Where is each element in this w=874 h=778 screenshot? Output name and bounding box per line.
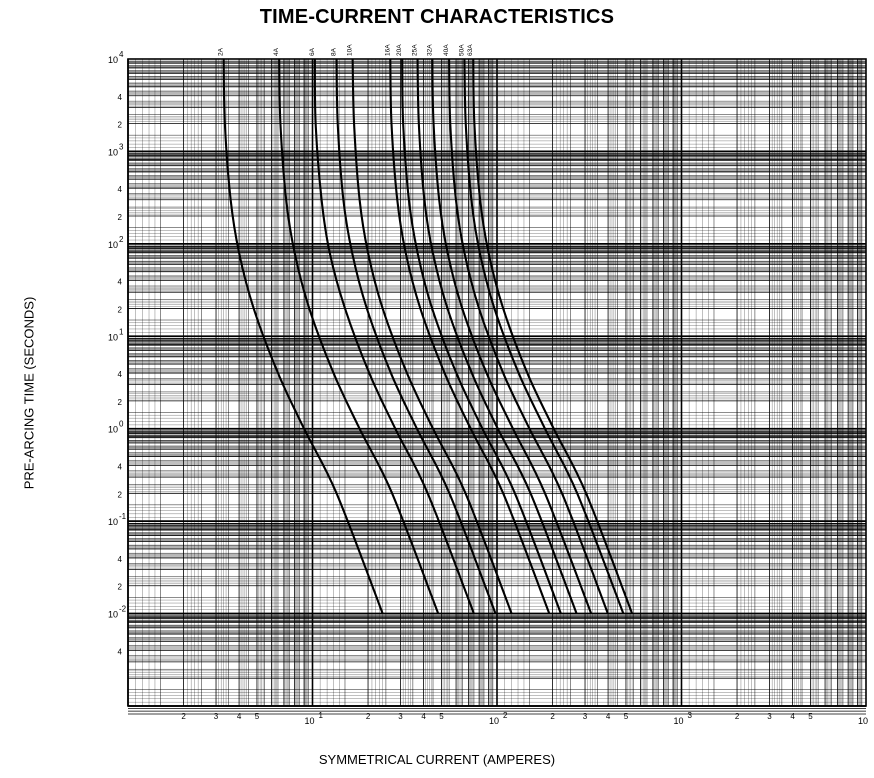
x-tick-label: 10: [304, 716, 314, 726]
y-tick-label: 4: [118, 278, 123, 287]
curve-6a: [313, 58, 475, 614]
y-tick-label: 4: [118, 647, 123, 656]
y-tick-exponent: 2: [119, 235, 124, 244]
curves: [222, 58, 634, 614]
x-tick-label: 2: [550, 712, 555, 721]
curve-label-25a: 25A: [412, 44, 419, 56]
x-tick-label: 2: [366, 712, 371, 721]
y-tick-label: 4: [118, 93, 123, 102]
x-tick-label: 4: [790, 712, 795, 721]
curve-label-20a: 20A: [396, 44, 403, 56]
x-axis-label: SYMMETRICAL CURRENT (AMPERES): [318, 752, 556, 767]
y-tick-exponent: -1: [119, 512, 127, 521]
curve-4a: [278, 58, 440, 614]
y-tick-label: 2: [118, 583, 123, 592]
x-tick-label: 10: [489, 716, 499, 726]
x-tick-exponent: 2: [503, 711, 508, 720]
curve-16a: [389, 58, 551, 614]
curve-10a: [351, 58, 513, 614]
x-tick-label: 5: [624, 712, 629, 721]
y-tick-exponent: 0: [119, 420, 124, 429]
y-tick-label: 2: [118, 121, 123, 130]
curve-label-16a: 16A: [384, 44, 391, 56]
curve-label-6a: 6A: [309, 47, 316, 56]
x-tick-label: 2: [181, 712, 186, 721]
y-tick-label: 10: [108, 517, 118, 527]
y-tick-label: 2: [118, 398, 123, 407]
curve-label-50a: 50A: [458, 44, 465, 56]
curve-63a: [472, 58, 634, 614]
y-tick-exponent: 4: [119, 50, 124, 59]
x-tick-label: 4: [237, 712, 242, 721]
curve-label-40a: 40A: [443, 44, 450, 56]
y-tick-label: 2: [118, 490, 123, 499]
x-tick-label: 2: [735, 712, 740, 721]
y-tick-exponent: 1: [119, 327, 124, 336]
y-tick-label: 4: [118, 370, 123, 379]
curve-label-63a: 63A: [467, 44, 474, 56]
x-tick-label: 3: [214, 712, 219, 721]
x-tick-label: 3: [767, 712, 772, 721]
y-tick-label: 10: [108, 147, 118, 157]
y-tick-label: 4: [118, 462, 123, 471]
y-tick-label: 4: [118, 185, 123, 194]
y-tick-label: 10: [108, 55, 118, 65]
curve-label-8a: 8A: [331, 47, 338, 56]
curve-label-4a: 4A: [273, 47, 280, 56]
curve-2a: [222, 58, 384, 614]
x-tick-label: 4: [606, 712, 611, 721]
plot-frame: [127, 58, 867, 707]
y-tick-exponent: 3: [119, 142, 124, 151]
grid: [127, 59, 866, 715]
curve-50a: [463, 58, 625, 614]
curve-40a: [448, 58, 609, 614]
x-tick-label: 4: [421, 712, 426, 721]
curve-label-32a: 32A: [426, 44, 433, 56]
chart-title: TIME-CURRENT CHARACTERISTICS: [259, 6, 615, 28]
x-tick-label: 5: [808, 712, 813, 721]
curve-8a: [335, 58, 497, 614]
x-tick-label: 3: [398, 712, 403, 721]
curve-label-2a: 2A: [218, 47, 225, 56]
y-tick-label: 10: [108, 425, 118, 435]
x-tick-labels: 2 3 4 5 10 1 2 3 4 5 10 2 2 3 4 5 10 3 2 3 4 5 10: [181, 711, 868, 726]
curve-20a: [401, 58, 562, 614]
x-tick-label: 3: [583, 712, 588, 721]
curve-labels: 2A 4A 6A 8A 10A 16A 20A 25A 32A 40A 50A 63A: [218, 44, 475, 56]
curve-25a: [416, 58, 578, 614]
x-tick-label: 10: [673, 716, 683, 726]
y-tick-label: 2: [118, 305, 123, 314]
x-tick-label: 10: [858, 716, 868, 726]
x-tick-exponent: 3: [688, 711, 693, 720]
y-tick-label: 10: [108, 240, 118, 250]
plot-border: [127, 58, 867, 707]
curve-label-10a: 10A: [347, 44, 354, 56]
y-tick-label: 10: [108, 610, 118, 620]
y-tick-exponent: -2: [119, 605, 127, 614]
curve-32a: [431, 58, 593, 614]
y-tick-label: 10: [108, 332, 118, 342]
x-tick-label: 5: [439, 712, 444, 721]
y-tick-label: 2: [118, 213, 123, 222]
x-tick-exponent: 1: [319, 711, 324, 720]
x-tick-label: 5: [255, 712, 260, 721]
y-tick-label: 4: [118, 555, 123, 564]
